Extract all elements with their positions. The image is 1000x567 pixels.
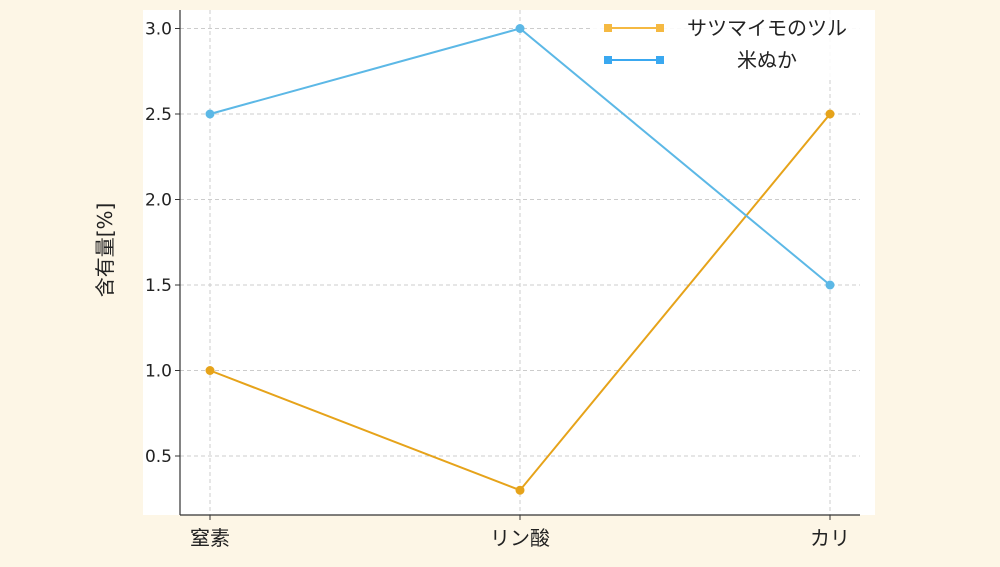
- legend-item-1: サツマイモのツル: [604, 16, 847, 40]
- legend-background: [592, 10, 864, 78]
- y-tick-label: 2.5: [145, 105, 172, 125]
- y-tick-label: 2.0: [145, 191, 172, 211]
- legend-item-2: 米ぬか: [604, 48, 797, 72]
- y-tick-label: 1.5: [145, 276, 172, 296]
- data-point: [515, 485, 525, 495]
- x-tick-label: 窒素: [190, 526, 230, 550]
- y-tick-label: 3.0: [145, 20, 172, 40]
- plot-background: [143, 10, 875, 515]
- series: [205, 24, 835, 495]
- y-axis-label: 含有量[%]: [93, 203, 117, 298]
- y-tick-label: 0.5: [145, 447, 172, 467]
- x-tick-labels: 窒素 リン酸 カリ: [190, 515, 850, 550]
- y-tick-label: 1.0: [145, 362, 172, 382]
- legend-label: 米ぬか: [737, 48, 797, 72]
- x-tick-label: リン酸: [490, 526, 550, 550]
- legend-swatch-marker: [656, 24, 664, 32]
- data-point: [825, 280, 835, 290]
- legend-swatch-marker: [604, 56, 612, 64]
- legend-swatch-marker: [604, 24, 612, 32]
- legend-label: サツマイモのツル: [687, 16, 847, 40]
- y-tick-labels: 0.5 1.0 1.5 2.0 2.5 3.0: [145, 20, 180, 467]
- legend-swatch-marker: [656, 56, 664, 64]
- series-1: [205, 109, 835, 495]
- data-point: [205, 109, 215, 119]
- grid: [180, 10, 860, 515]
- data-point: [205, 366, 215, 375]
- data-point: [515, 24, 525, 33]
- series-2: [205, 24, 835, 290]
- x-tick-label: カリ: [810, 526, 850, 550]
- data-point: [825, 109, 835, 119]
